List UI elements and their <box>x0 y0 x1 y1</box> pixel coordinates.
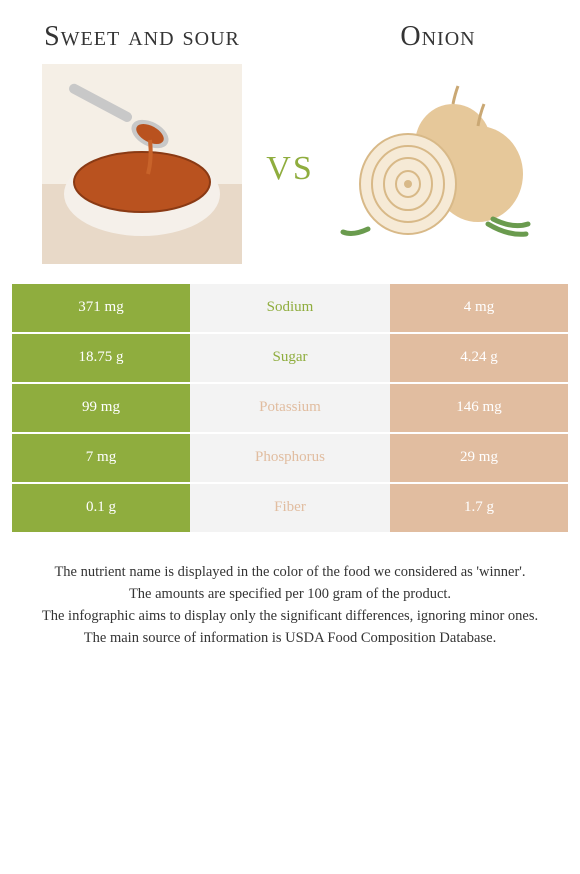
left-food-title: Sweet and sour <box>42 20 242 54</box>
left-value: 99 mg <box>12 384 190 432</box>
table-row: 0.1 gFiber1.7 g <box>12 484 568 532</box>
right-value: 4 mg <box>390 284 568 332</box>
right-food-image <box>338 64 538 264</box>
left-value: 18.75 g <box>12 334 190 382</box>
footnote-line: The main source of information is USDA F… <box>18 628 562 649</box>
nutrient-name: Sugar <box>190 334 390 382</box>
right-food-title: Onion <box>338 20 538 54</box>
table-row: 7 mgPhosphorus29 mg <box>12 434 568 482</box>
nutrient-table: 371 mgSodium4 mg18.75 gSugar4.24 g99 mgP… <box>12 284 568 532</box>
nutrient-name: Sodium <box>190 284 390 332</box>
table-row: 18.75 gSugar4.24 g <box>12 334 568 382</box>
right-value: 1.7 g <box>390 484 568 532</box>
right-value: 4.24 g <box>390 334 568 382</box>
table-row: 371 mgSodium4 mg <box>12 284 568 332</box>
footnotes: The nutrient name is displayed in the co… <box>12 562 568 649</box>
header: Sweet and sour Onion <box>12 20 568 54</box>
left-value: 7 mg <box>12 434 190 482</box>
sauce-bowl-icon <box>42 64 242 264</box>
right-value: 146 mg <box>390 384 568 432</box>
right-value: 29 mg <box>390 434 568 482</box>
nutrient-name: Phosphorus <box>190 434 390 482</box>
footnote-line: The infographic aims to display only the… <box>18 606 562 627</box>
nutrient-name: Fiber <box>190 484 390 532</box>
nutrient-name: Potassium <box>190 384 390 432</box>
vs-label: vs <box>266 136 313 191</box>
left-food-image <box>42 64 242 264</box>
table-row: 99 mgPotassium146 mg <box>12 384 568 432</box>
left-value: 371 mg <box>12 284 190 332</box>
onion-icon <box>338 64 538 264</box>
images-row: vs <box>12 64 568 284</box>
footnote-line: The amounts are specified per 100 gram o… <box>18 584 562 605</box>
left-value: 0.1 g <box>12 484 190 532</box>
footnote-line: The nutrient name is displayed in the co… <box>18 562 562 583</box>
